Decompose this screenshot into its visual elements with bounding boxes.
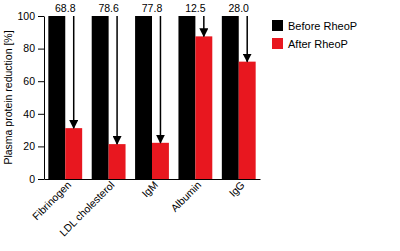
- bar: [135, 16, 152, 179]
- x-axis: FibrinogenLDL cholesterol IgM Albumin IgG: [30, 178, 261, 238]
- bar: [195, 36, 212, 179]
- y-tick-label: 100: [17, 10, 35, 22]
- legend-swatch: [272, 20, 283, 31]
- bar: [222, 16, 239, 179]
- y-tick-mark: [38, 114, 44, 115]
- y-axis-title: Plasma protein reduction [%]: [2, 30, 14, 164]
- y-tick-mark: [38, 49, 44, 50]
- legend-item: Before RheoP: [272, 20, 357, 32]
- reduction-label: 77.8: [142, 2, 163, 14]
- x-tick-label: IgG: [226, 179, 246, 199]
- reduction-label: 12.5: [185, 2, 206, 14]
- reduction-label: 68.8: [55, 2, 76, 14]
- reduction-arrow: [203, 16, 205, 36]
- plot: 68.8 78.6 77.8 12.5 28.0 0 20 40 60 80 100 Fibrinog…: [17, 2, 260, 238]
- x-tick: Fibrinogen: [30, 178, 74, 222]
- reduction-label: 78.6: [98, 2, 119, 14]
- y-tick: 80: [23, 42, 44, 54]
- legend-label: Before RheoP: [288, 20, 357, 32]
- bar: [109, 144, 126, 179]
- bar: [239, 62, 256, 179]
- y-tick: 100: [17, 10, 44, 22]
- y-axis-line: [44, 17, 45, 180]
- y-tick: 0: [29, 173, 44, 185]
- y-tick-mark: [38, 146, 44, 147]
- x-tick-label: IgM: [139, 179, 160, 200]
- y-tick-mark: [38, 81, 44, 82]
- bars: [48, 16, 255, 179]
- y-tick-mark: [38, 16, 44, 17]
- x-tick-label: Fibrinogen: [30, 178, 74, 222]
- bar: [65, 128, 82, 179]
- chart: 68.8 78.6 77.8 12.5 28.0 0 20 40 60 80 100 Fibrinog…: [0, 0, 400, 251]
- reduction-arrow: [73, 16, 75, 128]
- bar: [92, 16, 109, 179]
- legend-swatch: [272, 38, 283, 49]
- legend: Before RheoP After RheoP: [272, 20, 357, 50]
- y-tick: 40: [23, 108, 44, 120]
- x-tick: Albumin: [168, 178, 203, 213]
- bar: [178, 16, 195, 179]
- y-tick-label: 60: [23, 75, 35, 87]
- y-axis: 0 20 40 60 80 100: [17, 10, 44, 185]
- y-tick-label: 0: [29, 173, 35, 185]
- reduction-arrow: [160, 16, 162, 143]
- y-tick: 60: [23, 75, 44, 87]
- reduction-label: 28.0: [229, 2, 250, 14]
- y-tick: 20: [23, 140, 44, 152]
- legend-item: After RheoP: [272, 38, 348, 50]
- x-tick-label: Albumin: [168, 178, 203, 213]
- y-tick-mark: [38, 179, 44, 180]
- y-tick-label: 40: [23, 108, 35, 120]
- x-tick: IgM: [139, 179, 160, 200]
- y-tick-label: 20: [23, 140, 35, 152]
- x-tick: LDL cholesterol: [57, 179, 117, 239]
- legend-label: After RheoP: [288, 38, 348, 50]
- y-tick-label: 80: [23, 42, 35, 54]
- x-tick: IgG: [226, 179, 246, 199]
- bar: [48, 16, 65, 179]
- reduction-arrow: [246, 16, 248, 62]
- x-tick-label: LDL cholesterol: [57, 179, 117, 239]
- bar: [152, 143, 169, 179]
- reduction-arrow: [116, 16, 118, 144]
